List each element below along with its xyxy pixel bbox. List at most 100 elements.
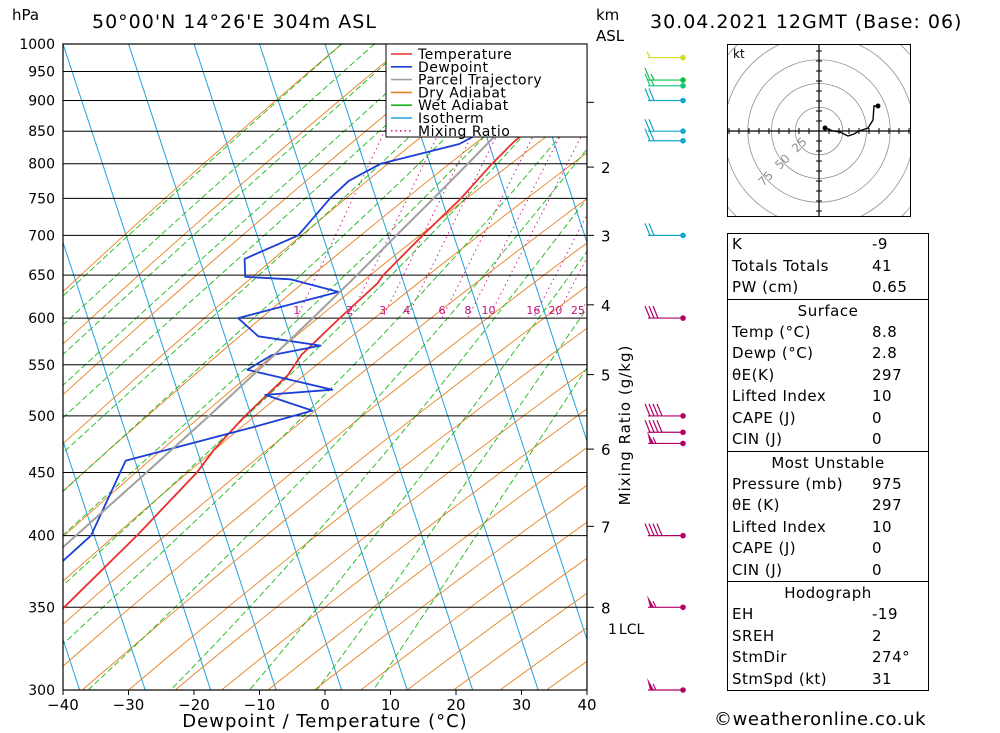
index-value: -9 bbox=[872, 235, 888, 253]
hodograph-end-dot bbox=[875, 103, 881, 109]
mixing-ratio-label: 8 bbox=[464, 304, 471, 317]
surface-value: 0 bbox=[872, 430, 883, 448]
wind-barb bbox=[646, 51, 686, 61]
most-unstable-label: Lifted Index bbox=[732, 517, 827, 536]
pressure-tick-label: 750 bbox=[28, 191, 55, 207]
hodograph-stat-label: EH bbox=[732, 605, 754, 623]
mixing-ratio-label: 6 bbox=[438, 304, 445, 317]
surface-value: 10 bbox=[872, 387, 893, 405]
wet-adiabat-line bbox=[316, 307, 587, 690]
asl-unit: ASL bbox=[596, 27, 625, 45]
hodograph-stat-row: StmDir 274° bbox=[728, 647, 928, 669]
index-label: K bbox=[732, 235, 743, 253]
most-unstable-label: CAPE (J) bbox=[732, 539, 797, 557]
height-tick-label: 8 bbox=[601, 599, 611, 617]
height-tick-label: 2 bbox=[601, 159, 611, 177]
wind-barb bbox=[644, 118, 686, 135]
height-tick-label: 4 bbox=[601, 297, 611, 315]
hpa-unit: hPa bbox=[12, 6, 39, 24]
hodograph-trace bbox=[824, 105, 878, 137]
index-row: Totals Totals 41 bbox=[728, 256, 928, 278]
height-tick-label: 3 bbox=[601, 227, 611, 245]
dry-adiabat-line bbox=[128, 327, 587, 690]
lcl-text: LCL bbox=[619, 622, 645, 638]
isotherm-line bbox=[324, 44, 539, 690]
surface-row: Lifted Index 10 bbox=[728, 386, 928, 408]
wind-barb bbox=[644, 420, 686, 436]
most-unstable-value: 10 bbox=[872, 517, 893, 536]
most-unstable-section: Most Unstable Pressure (mb) 975 θE (K) 297 L… bbox=[728, 450, 928, 582]
wet-adiabat-line bbox=[63, 62, 587, 587]
most-unstable-row: Pressure (mb) 975 bbox=[728, 474, 928, 496]
wet-adiabat-line bbox=[63, 44, 375, 326]
temperature-tick-label: −20 bbox=[178, 696, 210, 714]
hodograph-stat-row: SREH 2 bbox=[728, 626, 928, 648]
hodograph-stat-value: -19 bbox=[872, 605, 898, 623]
surface-label: CIN (J) bbox=[732, 430, 783, 448]
surface-row: Dewp (°C) 2.8 bbox=[728, 343, 928, 365]
surface-row: CIN (J) 0 bbox=[728, 429, 928, 451]
mixing-ratio-label: 20 bbox=[548, 304, 562, 317]
legend-label: Temperature bbox=[417, 47, 512, 63]
isobar-lines bbox=[63, 43, 587, 691]
legend-label: Isotherm bbox=[418, 111, 484, 127]
temperature-tick-label: 30 bbox=[512, 696, 531, 714]
mixing-ratio-label: 3 bbox=[379, 304, 386, 317]
wind-barb bbox=[647, 595, 686, 611]
surface-label: θE(K) bbox=[732, 365, 775, 384]
most-unstable-row: CAPE (J) 0 bbox=[728, 538, 928, 560]
hodograph-stat-row: EH -19 bbox=[728, 604, 928, 626]
temperature-tick-label: −40 bbox=[47, 696, 79, 714]
isotherm-line bbox=[521, 44, 587, 245]
dry-adiabat-line bbox=[63, 44, 539, 445]
surface-value: 2.8 bbox=[872, 344, 898, 362]
most-unstable-label: θE (K) bbox=[732, 496, 780, 514]
pressure-tick-label: 500 bbox=[28, 409, 55, 425]
wind-barb bbox=[647, 431, 686, 447]
legend-label: Dry Adiabat bbox=[418, 85, 506, 101]
mixing-ratio-label: 10 bbox=[481, 304, 495, 317]
surface-label: Temp (°C) bbox=[732, 322, 811, 341]
legend-label: Dewpoint bbox=[418, 60, 489, 76]
surface-title: Surface bbox=[797, 301, 859, 320]
isotherm-line bbox=[455, 44, 587, 443]
wind-barb bbox=[644, 223, 686, 239]
surface-row: Temp (°C) 8.8 bbox=[728, 322, 928, 344]
wet-adiabat-line bbox=[63, 44, 441, 386]
temperature-tick-label: −10 bbox=[244, 696, 276, 714]
hodograph-ring-label: 50 bbox=[772, 151, 793, 172]
mixing-ratio-label: 25 bbox=[571, 304, 585, 317]
mixing-ratio-label: 4 bbox=[403, 304, 410, 317]
most-unstable-title: Most Unstable bbox=[771, 453, 885, 472]
legend-label: Wet Adiabat bbox=[418, 98, 509, 114]
lcl-tick-label: 1 bbox=[608, 622, 617, 638]
isotherm-line bbox=[390, 44, 587, 642]
hodograph-stat-label: SREH bbox=[732, 626, 775, 645]
hodograph: kt 25 50 75 bbox=[699, 11, 939, 251]
surface-label: Dewp (°C) bbox=[732, 344, 814, 362]
most-unstable-row: θE (K) 297 bbox=[728, 495, 928, 517]
pressure-tick-label: 1000 bbox=[19, 37, 55, 53]
wet-adiabat-line bbox=[63, 44, 539, 493]
plot-frame bbox=[62, 43, 588, 691]
mixing-ratio-label: 16 bbox=[526, 304, 540, 317]
indices-panel: K -9 Totals Totals 41 PW (cm) 0.65 Surface Te… bbox=[727, 233, 929, 691]
temperature-tick-label: 10 bbox=[381, 696, 400, 714]
surface-value: 0 bbox=[872, 408, 883, 427]
mixing-ratio-label: 2 bbox=[346, 304, 353, 317]
wet-adiabat-line bbox=[63, 44, 474, 419]
pressure-tick-label: 550 bbox=[28, 358, 55, 374]
wet-adiabat-line bbox=[63, 44, 572, 536]
wind-barb bbox=[644, 88, 686, 104]
index-label: PW (cm) bbox=[732, 278, 799, 296]
isotherm-line bbox=[128, 44, 343, 690]
surface-label: Lifted Index bbox=[732, 387, 827, 405]
pressure-tick-label: 800 bbox=[28, 157, 55, 173]
most-unstable-label: Pressure (mb) bbox=[732, 474, 844, 493]
surface-section: Surface Temp (°C) 8.8 Dewp (°C) 2.8 θE(K) 297… bbox=[728, 298, 928, 451]
pressure-tick-label: 300 bbox=[28, 683, 55, 699]
surface-value: 297 bbox=[872, 365, 903, 384]
dry-adiabat-line bbox=[63, 56, 587, 492]
